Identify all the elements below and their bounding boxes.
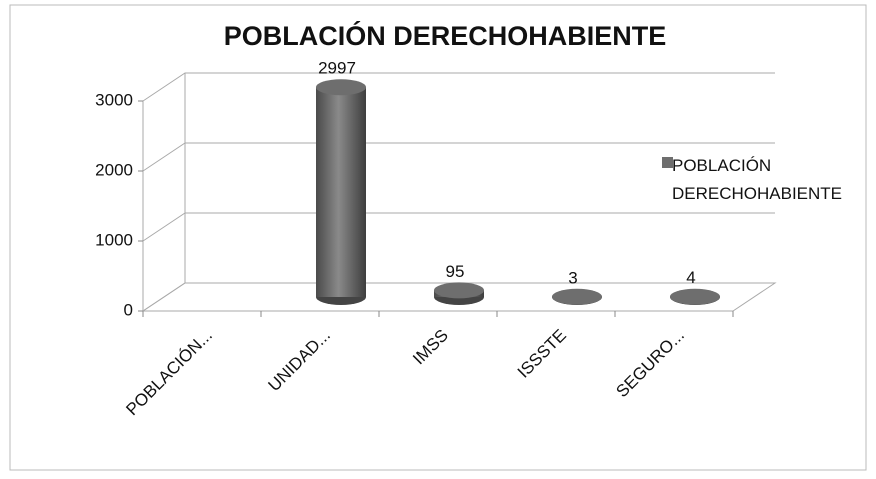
y-tick-label: 2000	[95, 160, 133, 179]
grid-line	[142, 282, 775, 312]
data-label: 4	[686, 268, 695, 287]
bar-top	[434, 282, 484, 299]
data-label: 95	[446, 262, 465, 281]
grid-line	[142, 72, 775, 102]
legend-swatch	[662, 157, 673, 168]
legend-label: POBLACIÓN DERECHOHABIENTE	[672, 156, 843, 203]
data-label: 3	[568, 268, 577, 287]
chart-frame	[9, 4, 867, 471]
grid-line	[142, 212, 775, 242]
y-tick-label: 0	[124, 300, 133, 319]
y-tick-label: 1000	[95, 230, 133, 249]
chart-title: POBLACIÓN DERECHOHABIENTE	[224, 20, 667, 51]
bar-top	[316, 79, 366, 96]
bar	[316, 87, 366, 298]
data-label: 2997	[318, 59, 356, 78]
bar-top	[670, 288, 720, 305]
bar-top	[552, 288, 602, 305]
y-tick-label: 3000	[95, 90, 133, 109]
grid-line	[142, 142, 775, 172]
